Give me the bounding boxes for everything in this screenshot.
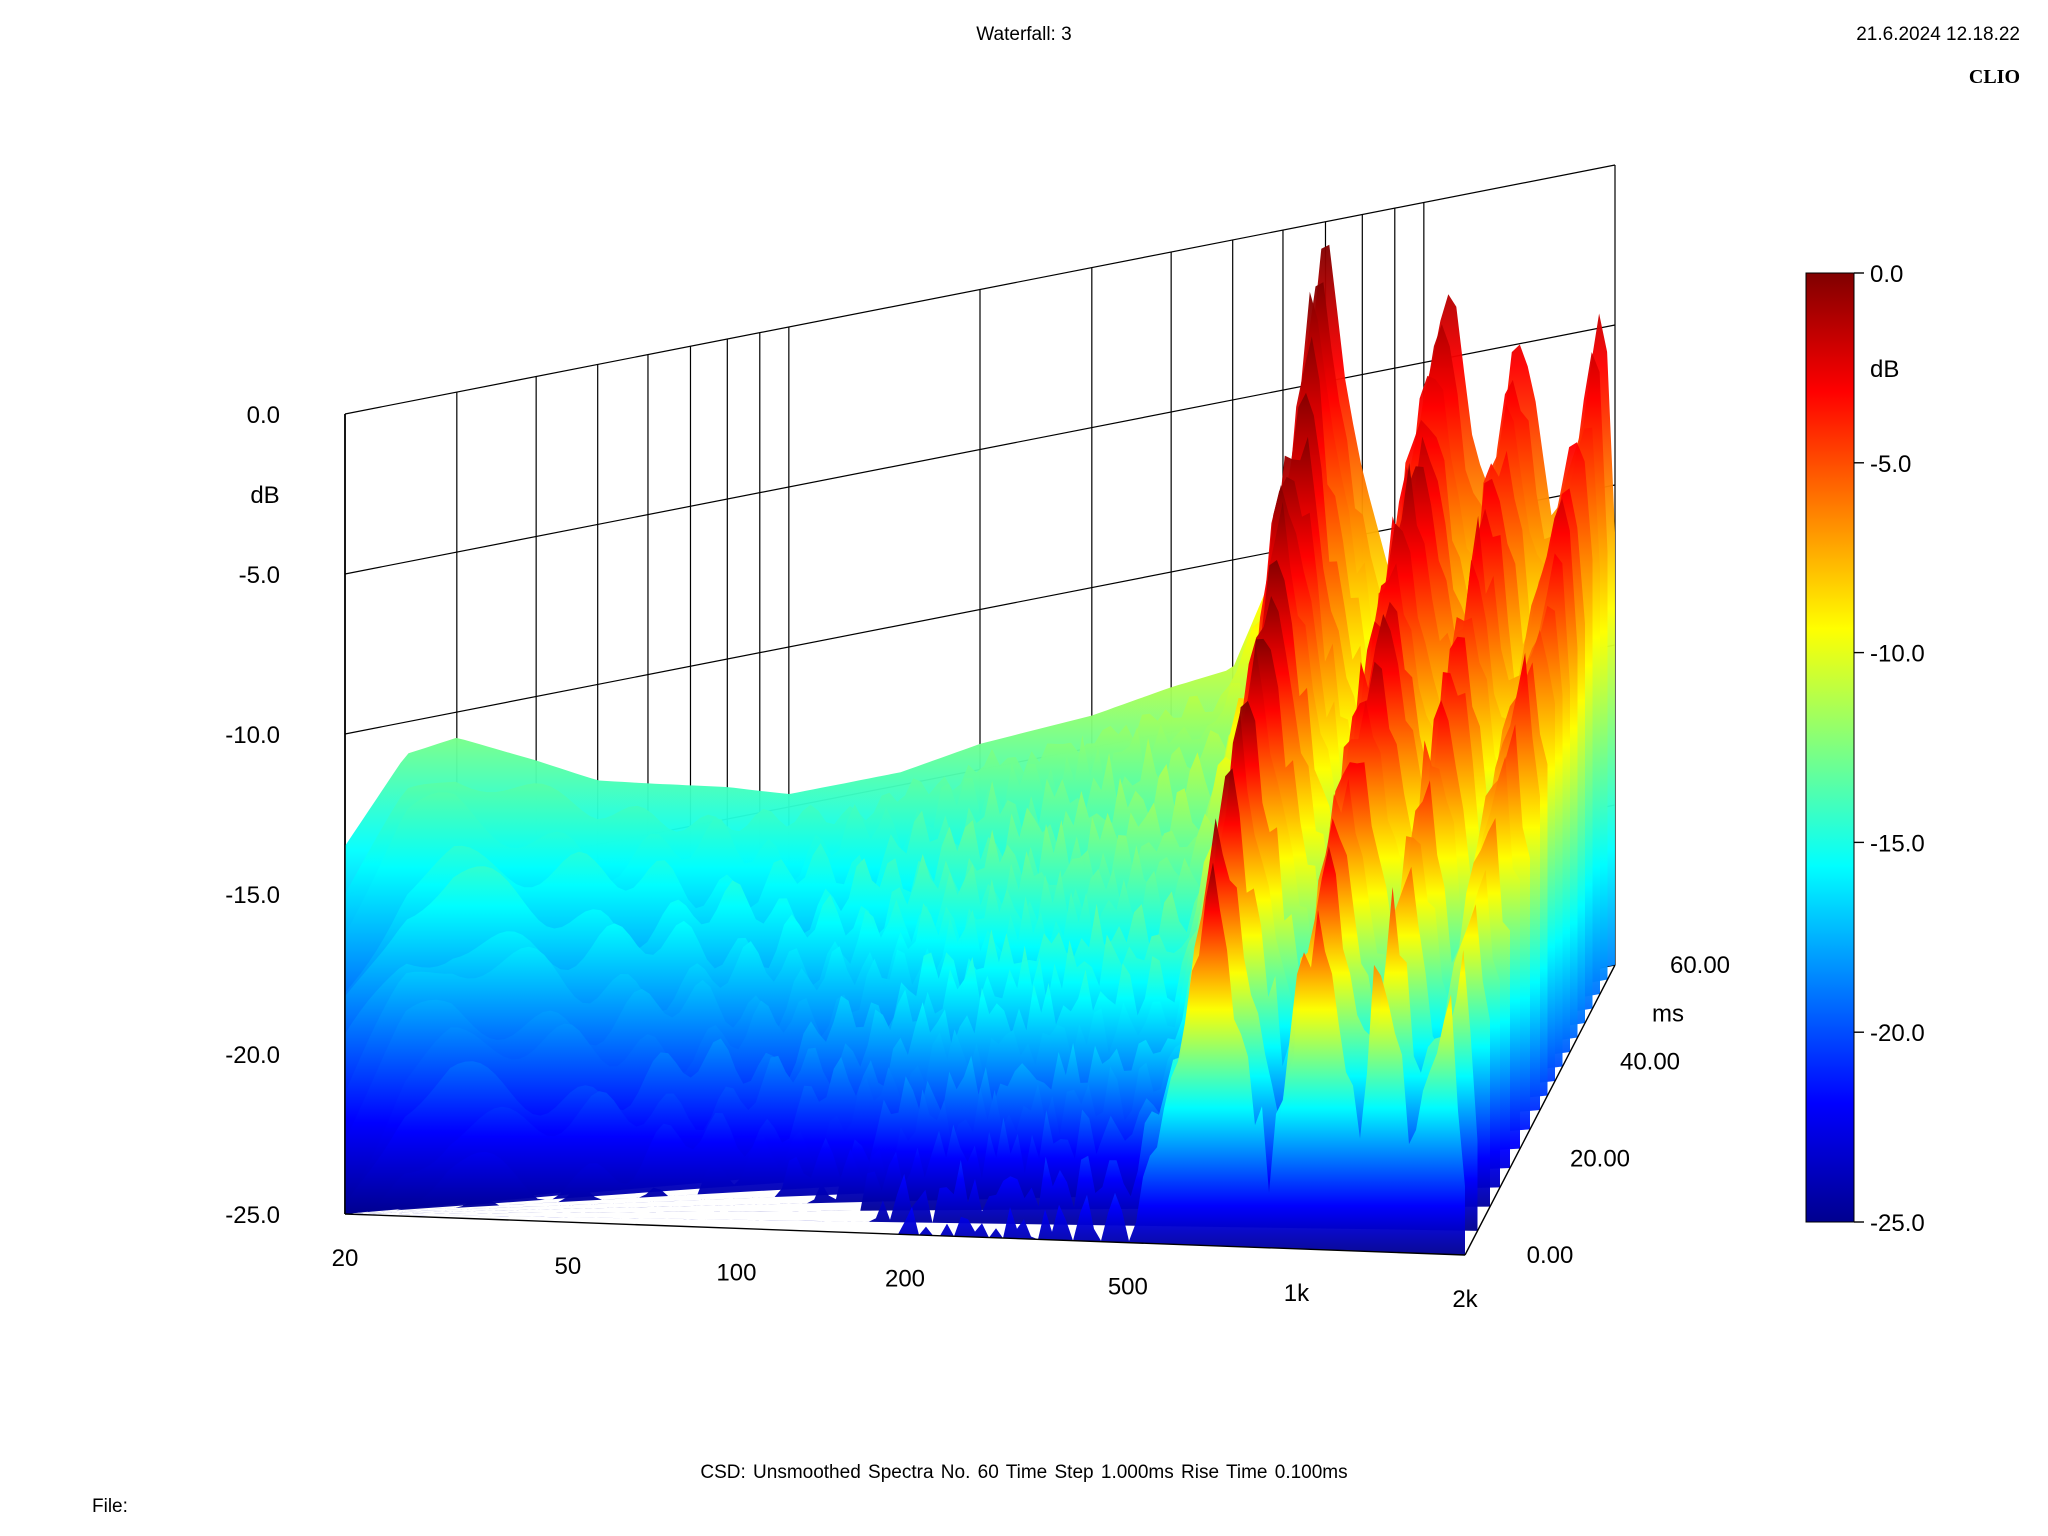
spectrum-slice [345, 862, 1465, 1255]
y-unit-label: dB [250, 482, 279, 509]
grid-line-horizontal [344, 164, 1616, 415]
axis-labels: 20 50 100 200 500 1k 2k 0.0 -5.0 -10.0 -15.0 -20.0 -… [225, 402, 1730, 1313]
brand-logo-text: CLIO [1968, 66, 2020, 88]
colorbar-tick-label: -10.0 [1870, 641, 1925, 668]
waterfall-surface [345, 244, 1615, 1255]
file-label: File: [92, 1496, 128, 1517]
z-tick-label: 60.00 [1670, 952, 1730, 979]
colorbar-unit-label: dB [1870, 356, 1899, 383]
x-axis-line [344, 1213, 1466, 1256]
x-tick-label: 2k [1452, 1286, 1478, 1313]
z-tick-label: 40.00 [1620, 1049, 1680, 1076]
x-tick-label: 20 [332, 1245, 359, 1272]
grid-line-horizontal [344, 324, 1616, 575]
measurement-settings: CSD: Unsmoothed Spectra No. 60 Time Step… [700, 1462, 1348, 1483]
z-axis-line [1464, 964, 1616, 1256]
z-tick-label: 20.00 [1570, 1145, 1630, 1172]
x-tick-label: 1k [1284, 1280, 1310, 1307]
axes [344, 414, 1616, 1256]
y-tick-label: -20.0 [225, 1042, 280, 1069]
colorbar-tick-label: -20.0 [1870, 1020, 1925, 1047]
x-tick-label: 200 [885, 1266, 925, 1293]
x-tick-label: 500 [1108, 1274, 1148, 1301]
x-tick-label: 100 [716, 1259, 756, 1286]
colorbar-tick-label: 0.0 [1870, 261, 1903, 288]
y-tick-label: -15.0 [225, 882, 280, 909]
colorbar-tick-label: -25.0 [1870, 1210, 1925, 1237]
y-tick-label: -10.0 [225, 722, 280, 749]
chart-title: Waterfall: 3 [976, 24, 1072, 45]
z-tick-label: 0.00 [1527, 1242, 1574, 1269]
colorbar-gradient [1805, 272, 1855, 1223]
colorbar-tick-label: -5.0 [1870, 451, 1911, 478]
z-unit-label: ms [1652, 1000, 1684, 1027]
colorbar: 0.0 -5.0 -10.0 -15.0 -20.0 -25.0 dB [1805, 261, 1925, 1237]
y-tick-label: 0.0 [247, 402, 280, 429]
colorbar-tick-label: -15.0 [1870, 830, 1925, 857]
timestamp: 21.6.2024 12.18.22 [1856, 24, 2020, 45]
y-tick-label: -25.0 [225, 1202, 280, 1229]
y-tick-label: -5.0 [239, 562, 280, 589]
x-tick-label: 50 [554, 1253, 581, 1280]
